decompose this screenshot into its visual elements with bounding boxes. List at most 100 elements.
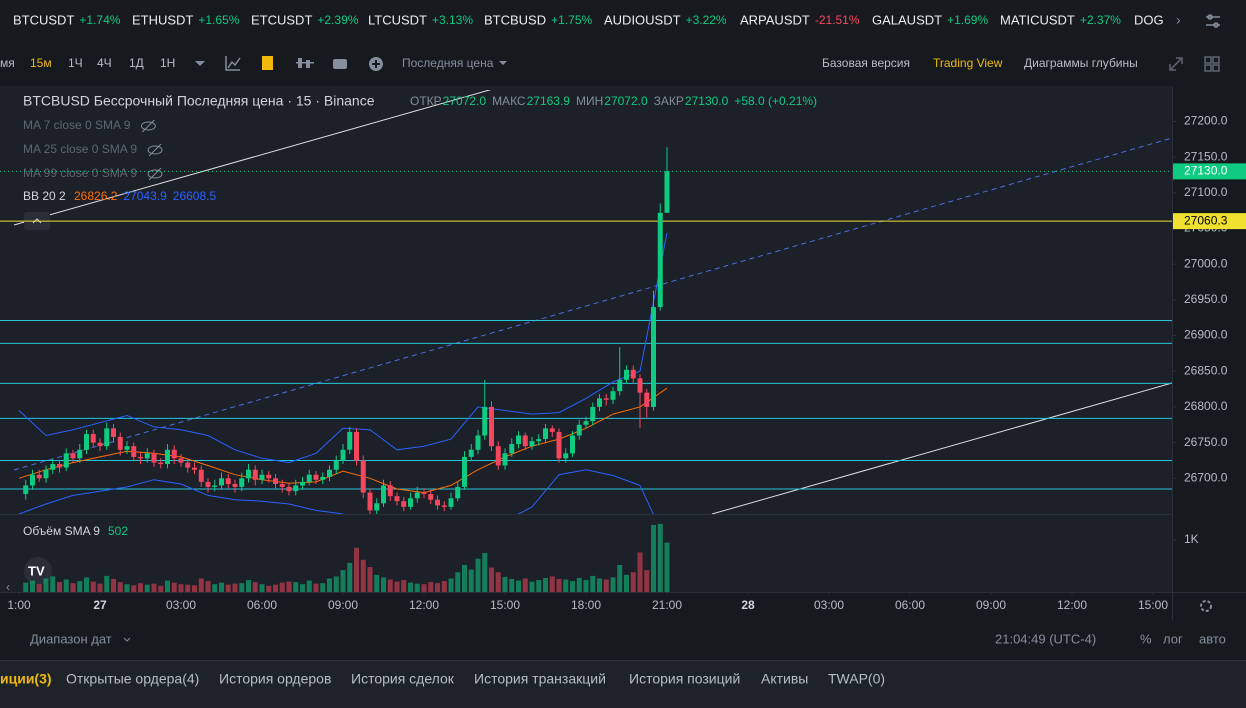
volume-pane — [23, 523, 670, 592]
candle-body — [252, 469, 258, 480]
volume-bar — [43, 578, 49, 592]
ticker-symbol[interactable]: BTCUSDT — [13, 12, 74, 27]
bottom-tab[interactable]: История сделок — [351, 671, 455, 687]
ticker-symbol[interactable]: BTCBUSD — [484, 12, 546, 27]
volume-bar — [279, 582, 285, 592]
axis-settings-icon[interactable] — [1200, 600, 1212, 612]
y-tick-label: 26750.0 — [1184, 435, 1228, 449]
ticker-symbol[interactable]: MATICUSDT — [1000, 12, 1075, 27]
volume-bar — [583, 580, 589, 592]
settings-icon[interactable] — [1206, 14, 1220, 28]
ticker-symbol[interactable]: ARPAUSDT — [740, 12, 810, 27]
hidden-icon[interactable] — [147, 145, 163, 155]
ohlc-label: МАКС — [492, 94, 526, 108]
candle-body — [23, 485, 29, 495]
ticker-symbol[interactable]: GALAUSDT — [872, 12, 942, 27]
indicator-label: MA 99 close 0 SMA 9 — [23, 166, 137, 180]
interval[interactable]: 4Ч — [97, 56, 112, 70]
candle-body — [630, 369, 636, 379]
candle-body — [171, 449, 177, 459]
candle-body — [266, 474, 272, 479]
clock: 21:04:49 (UTC-4) — [995, 631, 1096, 646]
y-tick-label: 26950.0 — [1184, 292, 1228, 306]
interval[interactable]: 1Н — [160, 56, 175, 70]
candle-body — [158, 462, 164, 465]
ticker-symbol[interactable]: ETHUSDT — [132, 12, 193, 27]
bottom-tab[interactable]: Активы — [761, 671, 808, 687]
volume-bar — [225, 584, 231, 592]
ticker-symbol[interactable]: ETCUSDT — [251, 12, 312, 27]
candle-body — [205, 481, 211, 487]
volume-bar — [570, 581, 575, 592]
x-tick-label: 06:00 — [895, 598, 925, 612]
candle-body — [644, 392, 650, 407]
interval[interactable]: 1Ч — [68, 56, 83, 70]
volume-bar — [50, 576, 56, 592]
scroll-right-icon[interactable]: › — [1176, 12, 1181, 28]
ohlc-value: 27072.0 — [604, 94, 648, 108]
dropdown-icon — [123, 637, 131, 642]
candle-body — [610, 391, 616, 400]
candle-body — [475, 435, 481, 450]
candle-body — [185, 462, 191, 468]
candle-body — [488, 406, 494, 447]
screenshot-icon[interactable] — [333, 59, 347, 69]
ticker-bar — [0, 0, 1246, 42]
x-tick-label: 28 — [741, 598, 755, 612]
scale-mode[interactable]: % — [1140, 631, 1152, 646]
bottom-tab[interactable]: TWAP(0) — [828, 671, 885, 687]
volume-bar — [488, 567, 494, 592]
view-tab[interactable]: Trading View — [933, 56, 1003, 70]
ticker-symbol[interactable]: LTCUSDT — [368, 12, 427, 27]
candle-body — [110, 428, 116, 437]
bb-value: 27043.9 — [123, 189, 167, 203]
candle-body — [36, 474, 42, 479]
price-type[interactable]: Последняя цена — [402, 56, 494, 70]
scale-mode[interactable]: лог — [1163, 631, 1183, 646]
bb-value: 26608.5 — [173, 189, 217, 203]
y-tick-label: 27000.0 — [1184, 256, 1228, 270]
hidden-icon[interactable] — [140, 121, 156, 131]
volume-bar — [306, 580, 312, 592]
candle-body — [306, 474, 312, 482]
layout-icon[interactable] — [1204, 56, 1220, 72]
volume-bar — [421, 584, 427, 592]
dropdown-icon[interactable] — [499, 61, 507, 65]
bottom-tab[interactable]: иции(3) — [0, 671, 52, 687]
interval[interactable]: 1Д — [129, 56, 144, 70]
ticker-symbol[interactable]: DOG — [1134, 12, 1164, 27]
ohlc-value: 27072.0 — [443, 94, 487, 108]
hidden-icon[interactable] — [147, 169, 163, 179]
volume-tick-label: 1K — [1184, 532, 1199, 546]
bottom-tab[interactable]: Открытые ордера(4) — [66, 671, 199, 687]
scale-mode[interactable]: авто — [1199, 631, 1226, 646]
dropdown-icon[interactable] — [195, 61, 205, 66]
x-tick-label: 03:00 — [814, 598, 844, 612]
bottom-tab[interactable]: История позиций — [629, 671, 740, 687]
tv-logo[interactable] — [24, 557, 52, 585]
scroll-left-icon[interactable]: ‹ — [6, 580, 10, 594]
candle-body — [272, 478, 278, 485]
interval[interactable]: мя — [0, 56, 15, 70]
bottom-tab[interactable]: История ордеров — [219, 671, 331, 687]
ticker-change: +2.39% — [317, 13, 358, 27]
candle-body — [576, 424, 582, 436]
volume-bar — [245, 580, 251, 592]
view-tab[interactable]: Диаграммы глубины — [1024, 56, 1138, 70]
ohlc-value: 27130.0 — [685, 94, 729, 108]
volume-bar — [543, 577, 548, 592]
indicator-icon[interactable] — [225, 56, 241, 71]
interval[interactable]: 15м — [30, 56, 52, 70]
volume-bar — [630, 572, 636, 592]
view-tab[interactable]: Базовая версия — [822, 56, 910, 70]
candle-type-icon[interactable] — [296, 58, 314, 68]
volume-bar — [522, 578, 528, 592]
date-range[interactable]: Диапазон дат — [30, 631, 112, 646]
candle-body — [97, 442, 103, 447]
template-icon[interactable] — [262, 56, 273, 70]
fullscreen-icon[interactable] — [1169, 57, 1183, 71]
bottom-tab[interactable]: История транзакций — [474, 671, 606, 687]
ticker-symbol[interactable]: AUDIOUSDT — [604, 12, 681, 27]
y-tick-label: 26700.0 — [1184, 470, 1228, 484]
volume-bar — [144, 584, 150, 592]
